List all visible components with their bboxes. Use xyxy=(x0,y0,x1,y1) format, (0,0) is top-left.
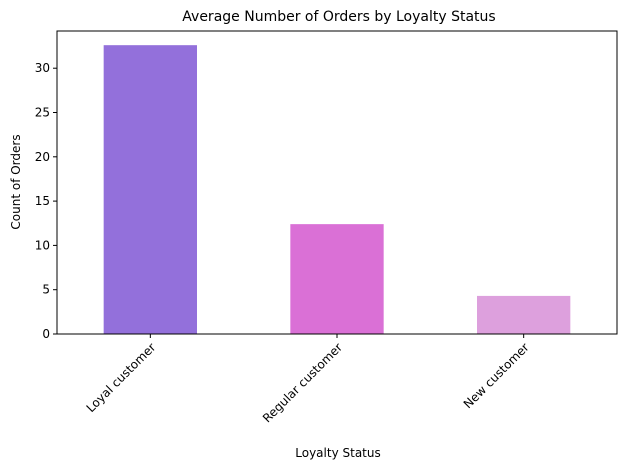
y-axis-label: Count of Orders xyxy=(9,134,23,229)
plot-frame xyxy=(56,30,618,335)
y-tick-label: 30 xyxy=(35,61,50,75)
chart-title: Average Number of Orders by Loyalty Stat… xyxy=(182,9,495,25)
y-tick-label: 15 xyxy=(35,194,50,208)
bar xyxy=(290,224,384,334)
y-axis: 0 5 10 15 20 25 30 xyxy=(35,61,57,341)
y-tick-label: 5 xyxy=(42,283,50,297)
bar xyxy=(477,295,571,334)
x-tick-label: Loyal customer xyxy=(84,340,159,415)
bar xyxy=(103,45,197,334)
y-tick-label: 20 xyxy=(35,150,50,164)
x-axis: Loyal customer Regular customer New custom… xyxy=(84,334,532,425)
x-tick-label: Regular customer xyxy=(260,340,345,425)
y-tick-label: 25 xyxy=(35,106,50,120)
x-tick-label: New customer xyxy=(461,340,532,411)
x-axis-label: Loyalty Status xyxy=(295,446,380,460)
y-tick-label: 10 xyxy=(35,238,50,252)
bars xyxy=(103,45,571,334)
y-tick-label: 0 xyxy=(42,327,50,341)
